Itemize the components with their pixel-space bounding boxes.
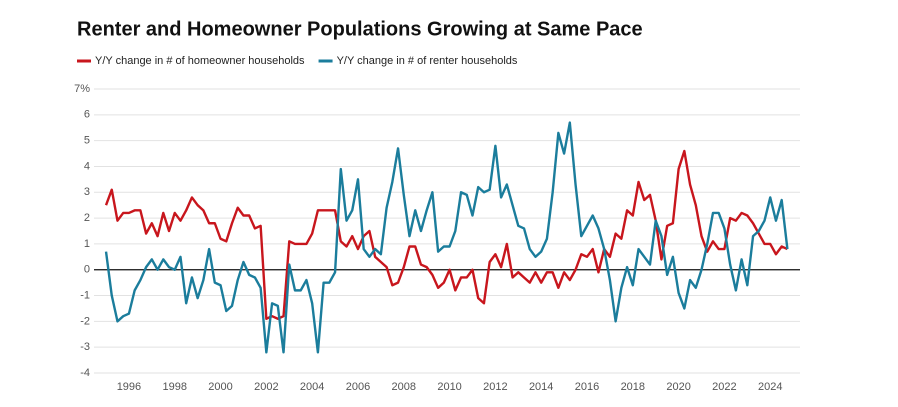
y-tick-label: 6: [84, 109, 90, 121]
chart-title: Renter and Homeowner Populations Growing…: [77, 18, 643, 40]
legend-text: Y/Y change in # of homeowner households: [95, 55, 305, 67]
y-tick-label: -1: [80, 289, 90, 301]
series-line: [104, 121, 789, 354]
series-line: [104, 149, 788, 320]
y-tick-label: 3: [84, 186, 90, 198]
y-tick-label: 2: [84, 212, 90, 224]
x-tick-label: 2004: [300, 381, 324, 393]
y-tick-label: 1: [84, 238, 90, 250]
x-tick-label: 2000: [208, 381, 232, 393]
x-tick-label: 2012: [483, 381, 507, 393]
y-tick-label: 0: [84, 264, 90, 276]
x-tick-label: 2024: [758, 381, 782, 393]
x-tick-label: 2016: [575, 381, 599, 393]
x-tick-label: 2014: [529, 381, 553, 393]
y-tick-label: 7%: [74, 83, 90, 95]
x-tick-label: 2010: [437, 381, 461, 393]
x-tick-label: 1996: [117, 381, 141, 393]
x-tick-label: 2008: [392, 381, 416, 393]
y-tick-label: -3: [80, 341, 90, 353]
y-tick-label: 5: [84, 135, 90, 147]
x-tick-label: 2020: [666, 381, 690, 393]
y-tick-label: -4: [80, 367, 90, 379]
x-tick-label: 2018: [621, 381, 645, 393]
y-tick-label: 4: [84, 160, 90, 172]
x-tick-label: 2006: [346, 381, 370, 393]
legend-text: Y/Y change in # of renter households: [337, 55, 518, 67]
y-tick-label: -2: [80, 315, 90, 327]
x-tick-label: 2002: [254, 381, 278, 393]
x-tick-label: 2022: [712, 381, 736, 393]
x-tick-label: 1998: [162, 381, 186, 393]
